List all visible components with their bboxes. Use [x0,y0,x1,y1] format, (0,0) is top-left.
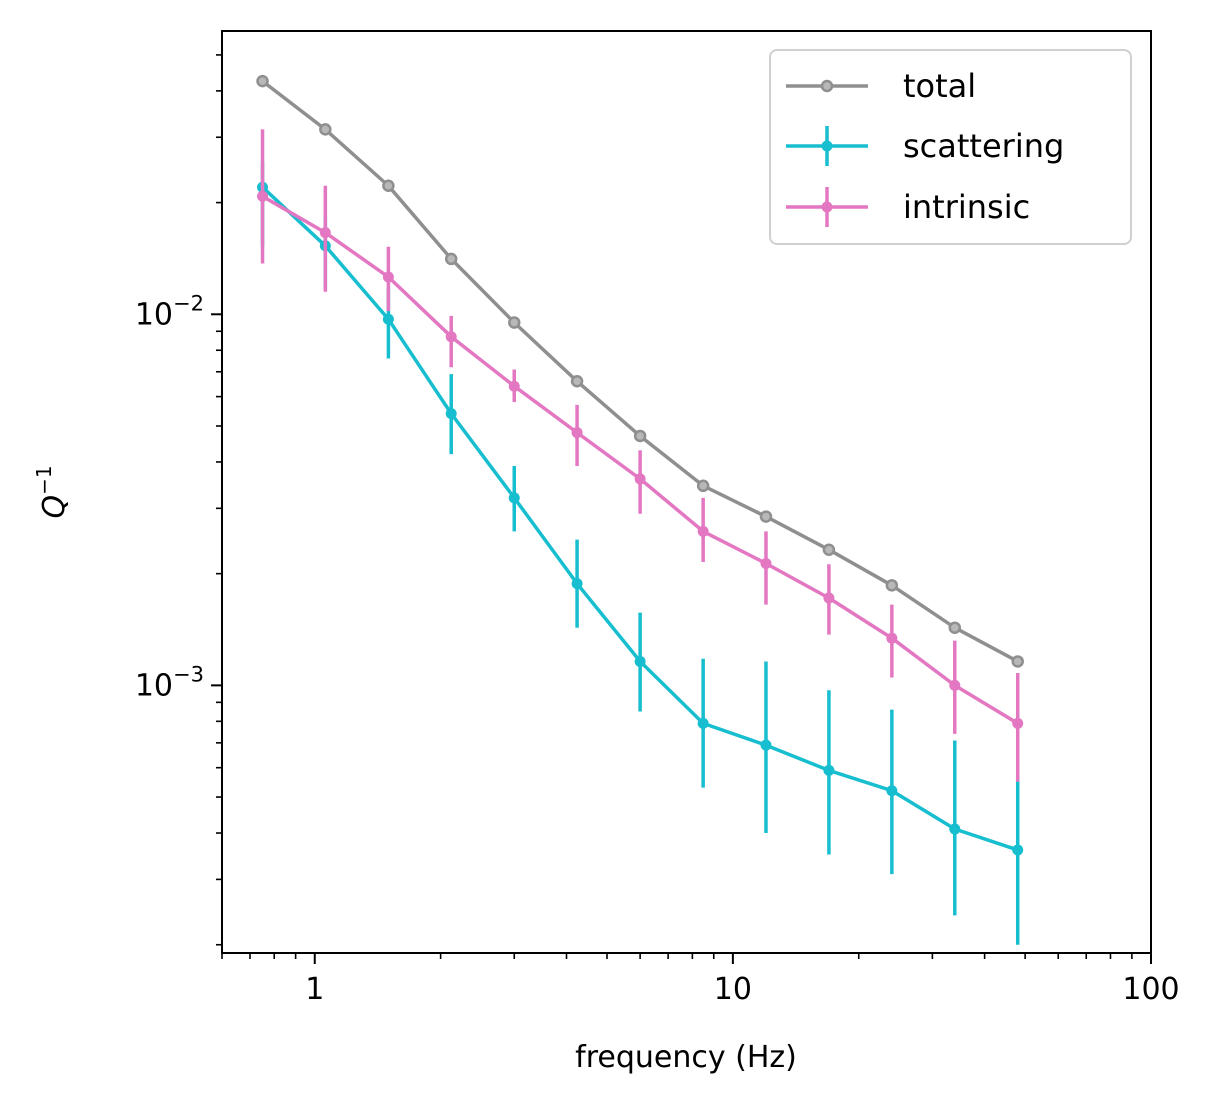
x-tick-label: 1 [305,972,324,1007]
total-point [885,579,899,592]
total-point [508,316,521,329]
intrinsic-point [382,271,394,283]
total-point [1011,655,1024,668]
scattering-point [760,739,772,751]
intrinsic-point [257,190,269,202]
x-tick-label: 10 [714,972,752,1007]
scattering-point [823,764,835,776]
intrinsic-point [571,427,583,439]
y-tick-label: 10−2 [135,291,204,332]
total-point [444,252,458,266]
scattering-point [886,785,898,797]
intrinsic-point [634,473,646,485]
y-axis-label-exp: −1 [32,465,56,494]
legend-marker [821,201,833,213]
intrinsic-point [508,380,520,392]
legend-item-total: total [786,67,976,105]
y-tick-label-base: 10 [135,668,173,703]
legend-label: scattering [903,127,1064,165]
total-point [759,510,773,523]
legend-frame [769,49,1132,245]
series-scattering [257,161,1024,945]
y-tick-label-base: 10 [135,297,173,332]
scattering-point [382,313,394,325]
plot-frame [221,30,1152,954]
intrinsic-point [697,525,709,537]
intrinsic-point [949,679,961,691]
y-tick-label-exp: −3 [173,662,204,686]
scattering-point [697,717,709,729]
intrinsic-point [319,227,331,239]
intrinsic-point [760,558,772,570]
scattering-point [634,655,646,667]
y-tick-label: 10−3 [135,662,204,703]
scattering-point [571,578,583,590]
total-point [633,429,647,443]
x-tick-label: 100 [1122,972,1179,1007]
total-point [319,123,332,136]
y-axis-label: Q−1 [32,465,72,518]
scattering-point [949,823,961,835]
series-layer [256,74,1024,945]
series-intrinsic [257,129,1024,782]
intrinsic-point [886,632,898,644]
intrinsic-point [823,592,835,604]
legend-label: intrinsic [903,188,1030,226]
legend-marker [820,79,834,93]
scattering-point [1012,844,1024,856]
legend-item-intrinsic: intrinsic [786,187,1030,227]
scattering-point [508,492,520,504]
total-point [822,543,836,556]
series-total [256,74,1024,668]
total-point [570,375,584,388]
y-tick-label-exp: −2 [173,291,204,315]
x-axis-label: frequency (Hz) [575,1040,797,1075]
scattering-point [445,408,457,420]
legend: total scattering intrinsic [769,49,1132,245]
y-axis-label-base: Q [37,495,72,519]
legend-marker [821,140,833,152]
legend-item-scattering: scattering [786,126,1064,166]
total-point [256,74,269,88]
legend-label: total [903,67,976,105]
intrinsic-point [445,331,457,343]
total-point [382,179,395,193]
intrinsic-point [1012,717,1024,729]
total-point [696,479,710,493]
total-point [948,621,962,634]
